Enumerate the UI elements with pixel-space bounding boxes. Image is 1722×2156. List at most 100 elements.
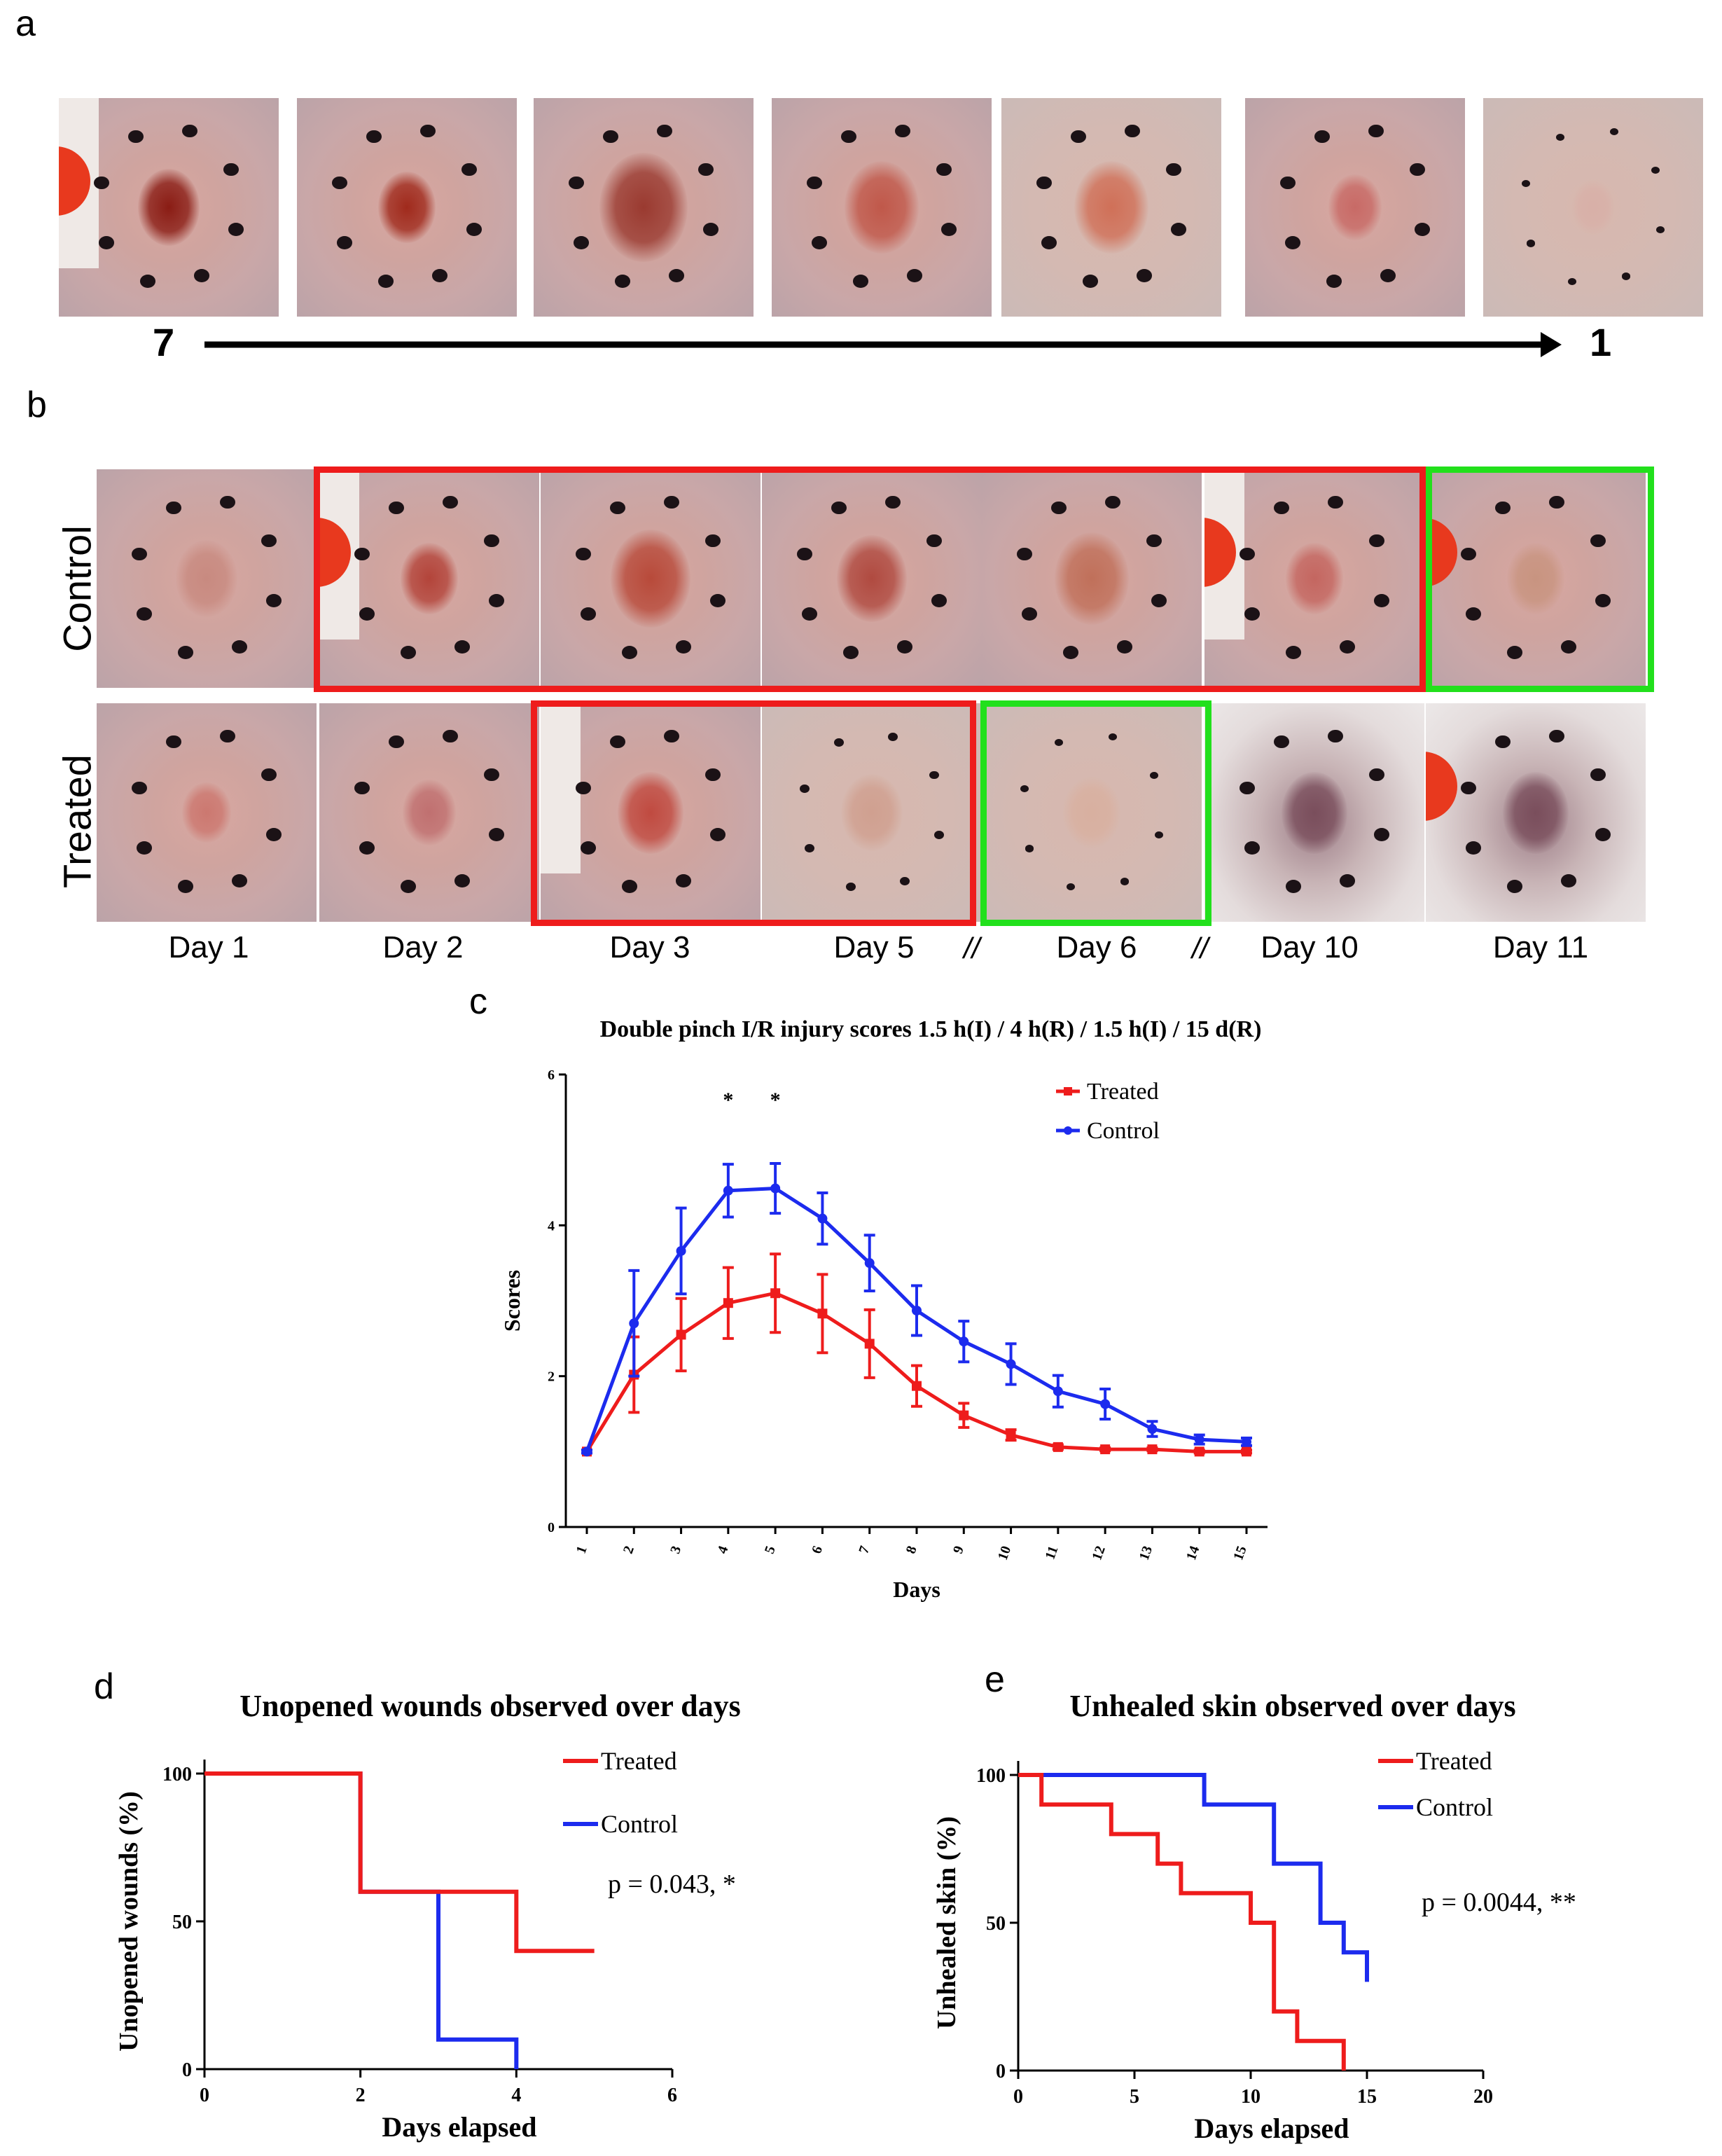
ink-marker-dot (354, 781, 370, 795)
ink-marker-dot (1595, 594, 1611, 607)
ink-marker-dot (1368, 124, 1384, 138)
ink-marker-dot (1414, 223, 1430, 236)
chart-e-p-value: p = 0.0044, ** (1422, 1888, 1576, 1917)
chart-c-xtick-label: 10 (995, 1544, 1015, 1562)
day-label-2: Day 2 (382, 930, 464, 965)
ink-marker-dot (1466, 841, 1482, 855)
chart-c-xtick-label: 2 (620, 1544, 637, 1556)
ink-marker-dot (419, 124, 436, 138)
severity-photo-2 (297, 98, 517, 317)
ink-marker-dot (1022, 607, 1038, 621)
chart-c-point-control (817, 1213, 828, 1224)
ink-marker-dot (231, 640, 247, 654)
ink-marker-dot (1609, 127, 1618, 135)
control-photo-2 (319, 469, 539, 688)
wound-area (403, 780, 456, 845)
chart-d-xtick-label: 0 (200, 2085, 209, 2106)
chart-c-point-treated (770, 1288, 781, 1299)
ink-marker-dot (99, 236, 115, 250)
day-label-10: Day 10 (1261, 930, 1359, 965)
chart-d-ytick-label: 50 (172, 1912, 192, 1933)
ink-marker-dot (261, 534, 277, 548)
control-green-frame (1426, 467, 1654, 692)
ink-marker-dot (219, 729, 235, 743)
day-label-5: Day 5 (833, 930, 915, 965)
treated-red-frame (531, 700, 976, 926)
chart-c-point-treated (1053, 1442, 1063, 1452)
ink-marker-dot (1165, 163, 1181, 177)
ink-marker-dot (178, 646, 194, 659)
day-label-11: Day 11 (1492, 930, 1589, 965)
ink-marker-dot (1595, 828, 1611, 841)
chart-c-legend-label: Control (1087, 1118, 1160, 1144)
ink-marker-dot (1409, 163, 1425, 177)
treated-photo-2 (319, 703, 539, 922)
wound-area (1054, 532, 1130, 626)
ink-marker-dot (1286, 646, 1302, 659)
ink-marker-dot (219, 495, 235, 509)
ink-marker-dot (454, 874, 470, 888)
ink-marker-dot (1136, 269, 1152, 283)
chart-c-point-treated (676, 1329, 686, 1340)
ink-marker-dot (1149, 771, 1158, 779)
ink-marker-dot (581, 607, 597, 621)
ink-marker-dot (223, 163, 239, 177)
chart-d-xtick-label: 4 (511, 2085, 521, 2106)
panel-a-label: a (15, 4, 36, 44)
severity-photo-7 (1483, 98, 1703, 317)
ink-marker-dot (1327, 495, 1343, 509)
ink-marker-dot (1146, 534, 1162, 548)
ink-marker-dot (622, 646, 638, 659)
ink-marker-dot (431, 269, 447, 283)
ink-marker-dot (132, 781, 147, 795)
ink-marker-dot (1116, 640, 1132, 654)
chart-c-xtick-label: 15 (1230, 1544, 1250, 1562)
chart-d-legend-label: Control (601, 1810, 678, 1838)
ink-marker-dot (1556, 133, 1565, 141)
chart-e-legend-label: Treated (1416, 1747, 1492, 1775)
wound-area (401, 543, 458, 614)
treated-photo-1 (97, 703, 317, 922)
day-label-3: Day 3 (609, 930, 690, 965)
ink-marker-dot (461, 163, 477, 177)
ink-marker-dot (576, 781, 591, 795)
ink-marker-dot (1368, 534, 1384, 548)
treated-photo-3 (541, 703, 761, 922)
control-red-frame (314, 467, 1426, 692)
control-photo-4 (762, 469, 982, 688)
ink-marker-dot (1274, 735, 1290, 749)
ink-marker-dot (1527, 240, 1536, 247)
ink-marker-dot (1380, 269, 1396, 283)
severity-photo-1 (59, 98, 279, 317)
ink-marker-dot (800, 784, 810, 793)
chart-d-xtick-label: 6 (667, 2085, 677, 2106)
wound-area (1507, 543, 1564, 614)
ink-marker-dot (466, 223, 482, 236)
scale-start: 7 (153, 320, 175, 364)
ink-marker-dot (1025, 845, 1034, 852)
ink-marker-dot (1020, 785, 1029, 792)
ink-marker-dot (574, 236, 590, 250)
ink-marker-dot (1240, 547, 1255, 561)
ink-marker-dot (929, 771, 939, 780)
ink-marker-dot (488, 828, 504, 841)
chart-e-ytick-label: 50 (986, 1913, 1006, 1935)
ink-marker-dot (483, 768, 499, 782)
chart-e: Unhealed skin observed over days 0 50 100 0 5… (932, 1689, 1576, 2144)
ink-marker-dot (1507, 646, 1523, 659)
ink-marker-dot (610, 735, 626, 749)
treated-photo-6 (1204, 703, 1424, 922)
ink-marker-dot (603, 130, 619, 144)
axis-break-mark-2: // (1192, 932, 1209, 965)
chart-d: Unopened wounds observed over days 0 50 100… (114, 1689, 741, 2143)
chart-c-point-treated (1006, 1430, 1016, 1440)
chart-c-ylabel: Scores (499, 1270, 525, 1332)
chart-e-xtick-label: 20 (1473, 2086, 1493, 2108)
panel-b-label: b (27, 385, 47, 425)
severity-photo-4 (772, 98, 992, 317)
panel-d-label: d (94, 1666, 114, 1707)
ink-marker-dot (615, 275, 631, 288)
ink-marker-dot (569, 176, 584, 190)
ink-marker-dot (1017, 547, 1032, 561)
ink-marker-dot (1244, 841, 1261, 855)
